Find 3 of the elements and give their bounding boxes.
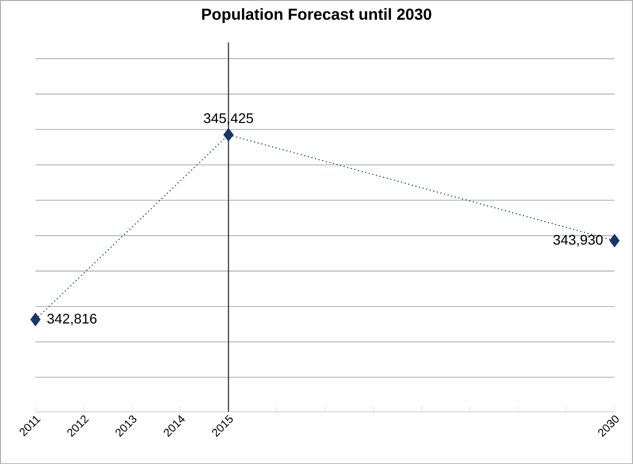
chart-title: Population Forecast until 2030 xyxy=(202,8,432,23)
data-label: 342,816 xyxy=(47,314,97,326)
data-label: 343,930 xyxy=(553,234,603,246)
